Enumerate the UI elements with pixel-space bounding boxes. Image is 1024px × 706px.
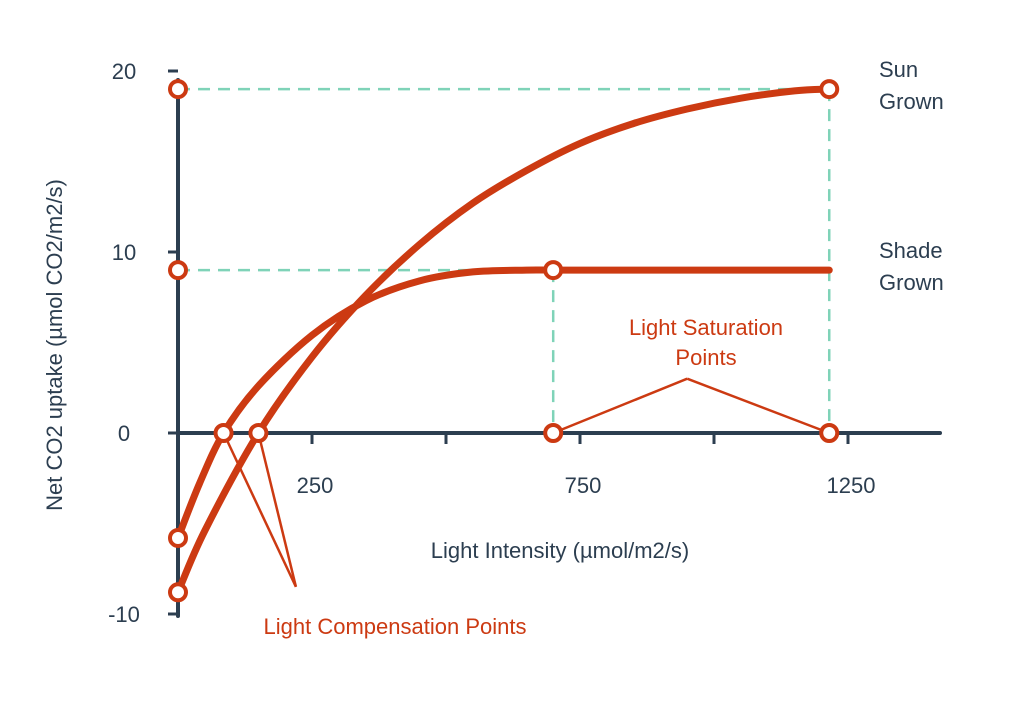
series-label-line: Grown <box>879 89 944 114</box>
light-saturation-points-label: Light Saturation Points <box>629 315 783 370</box>
data-marker-10 <box>819 423 840 443</box>
x-tick-label-250: 250 <box>297 473 334 498</box>
series-label-line: Shade <box>879 238 943 263</box>
series-label-line: Grown <box>879 270 944 295</box>
light-saturation-points-leader-2 <box>686 377 830 435</box>
data-marker-1 <box>168 79 188 100</box>
data-marker-2 <box>168 260 188 281</box>
annotation-line: Light Saturation <box>629 315 783 340</box>
data-marker-6 <box>248 423 269 443</box>
annotations: Light Saturation Points Light Compensation… <box>264 315 784 639</box>
data-marker-7 <box>543 260 564 281</box>
data-marker-4 <box>168 582 188 603</box>
x-axis-title: Light Intensity (µmol/m2/s) <box>431 538 689 563</box>
annotation-line: Points <box>675 345 736 370</box>
light-compensation-points-leader-2 <box>257 432 298 588</box>
series-label-line: Sun <box>879 57 918 82</box>
data-markers <box>168 79 840 603</box>
light-compensation-points-leader-1 <box>222 432 298 588</box>
guide-lines <box>178 87 831 433</box>
y-tick-label-0: 0 <box>118 421 130 446</box>
data-marker-8 <box>543 423 564 443</box>
series-line-shade-grown <box>174 266 833 542</box>
annotation-line: Light Compensation Points <box>264 614 527 639</box>
series-line-sun-grown <box>174 85 833 596</box>
x-tick-label-750: 750 <box>565 473 602 498</box>
data-marker-5 <box>213 423 234 443</box>
series-label-sun-grown: Sun Grown <box>879 57 944 114</box>
light-compensation-points-label: Light Compensation Points <box>264 614 527 639</box>
data-marker-3 <box>168 527 188 548</box>
y-tick-labels: 20 10 0 -10 <box>108 59 140 627</box>
y-axis-title: Net CO2 uptake (µmol CO2/m2/s) <box>42 179 67 511</box>
data-marker-9 <box>819 79 840 100</box>
y-tick-label-10: 10 <box>112 240 136 265</box>
light-saturation-points-leader-1 <box>552 377 688 435</box>
y-tick-label--10: -10 <box>108 602 140 627</box>
series-label-shade-grown: Shade Grown <box>879 238 944 295</box>
series-labels: Sun Grown Shade Grown <box>879 57 944 295</box>
series-lines <box>174 85 833 596</box>
x-tick-label-1250: 1250 <box>827 473 876 498</box>
annotation-leaders <box>222 377 830 588</box>
x-tick-labels: 250 750 1250 <box>297 473 876 498</box>
y-tick-label-20: 20 <box>112 59 136 84</box>
